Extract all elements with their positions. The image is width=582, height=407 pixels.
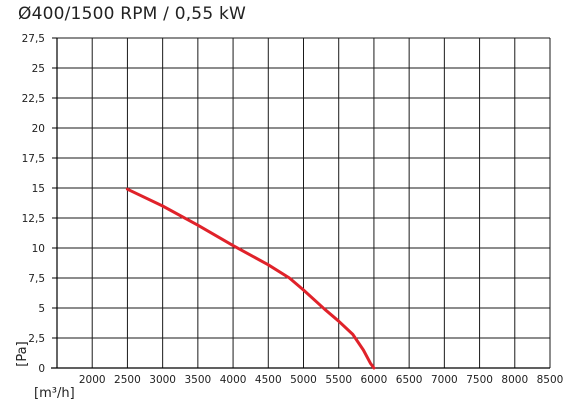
y-tick-label: 20: [32, 123, 45, 135]
y-tick-label: 22,5: [22, 93, 45, 105]
x-tick-label: 7500: [466, 374, 493, 386]
x-tick-label: 2000: [79, 374, 106, 386]
y-tick-label: 17,5: [22, 153, 45, 165]
x-axis-label: [m³/h]: [34, 386, 75, 401]
y-tick-label: 5: [38, 303, 45, 315]
x-tick-label: 3500: [184, 374, 211, 386]
y-tick-label: 7,5: [28, 273, 45, 285]
chart-title: Ø400/1500 RPM / 0,55 kW: [18, 4, 246, 24]
series: [125, 187, 376, 370]
x-tick-label: 8500: [537, 374, 564, 386]
x-tick-label: 5500: [325, 374, 352, 386]
y-tick-label: 2,5: [28, 333, 45, 345]
series-line: [125, 187, 376, 370]
x-tick-label: 4500: [255, 374, 282, 386]
x-tick-label: 8000: [501, 374, 528, 386]
x-tick-label: 6500: [396, 374, 423, 386]
x-tick-label: 2500: [114, 374, 141, 386]
y-tick-label: 10: [32, 243, 45, 255]
y-tick-label: 15: [32, 183, 45, 195]
axes: [51, 37, 550, 369]
y-tick-label: 27,5: [22, 33, 45, 45]
x-tick-label: 4000: [220, 374, 247, 386]
y-tick-label: 0: [38, 363, 45, 375]
x-tick-label: 5000: [290, 374, 317, 386]
y-tick-label: 12,5: [22, 213, 45, 225]
tick-labels: 0 2,5 5 7,5 10 12,5 15 17,5 20 22,5 25 27,5 2000 2500…: [15, 33, 563, 401]
x-tick-label: 3000: [149, 374, 176, 386]
x-tick-label: 6000: [361, 374, 388, 386]
x-tick-label: 7000: [431, 374, 458, 386]
y-tick-label: 25: [32, 63, 45, 75]
y-axis-label: [Pa]: [15, 341, 30, 366]
grid: [57, 37, 551, 369]
